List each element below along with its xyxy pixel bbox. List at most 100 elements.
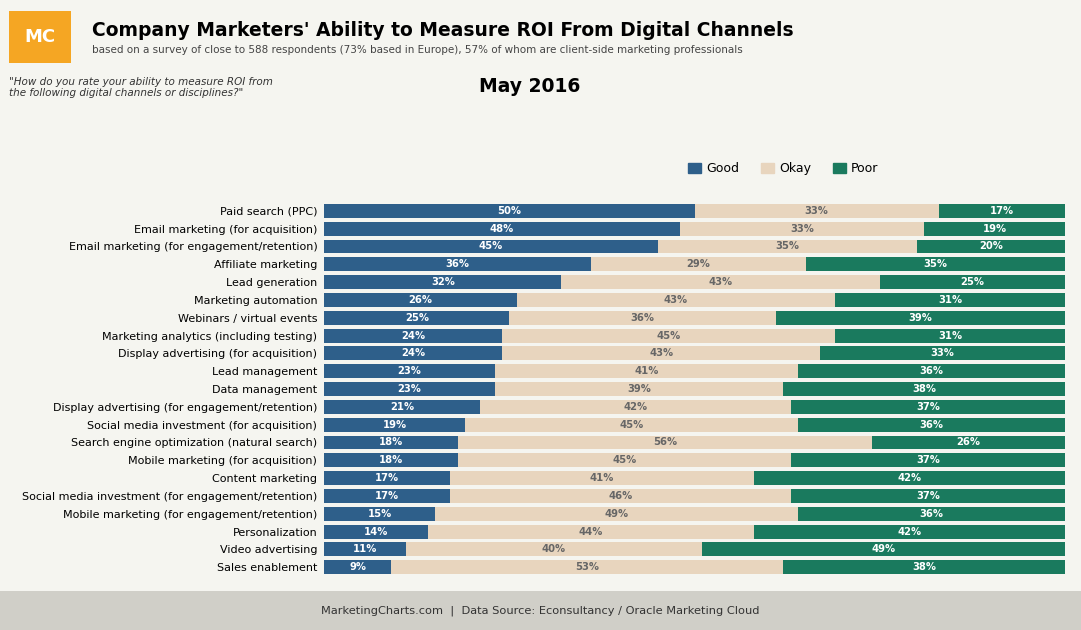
Text: May 2016: May 2016 [479,77,580,96]
Bar [405,542,702,556]
Text: 26%: 26% [409,295,432,305]
Text: 25%: 25% [405,312,429,323]
Text: 45%: 45% [656,331,681,341]
Bar [450,471,753,485]
Text: MC: MC [25,28,55,46]
Bar [324,204,695,218]
Text: 19%: 19% [983,224,1006,234]
Text: 11%: 11% [352,544,377,554]
Bar [509,311,776,324]
Bar [457,435,872,449]
Bar [324,346,502,360]
Text: 36%: 36% [630,312,655,323]
Text: MarketingCharts.com  |  Data Source: Econsultancy / Oracle Marketing Cloud: MarketingCharts.com | Data Source: Econs… [321,605,760,616]
Bar [324,293,517,307]
Text: 45%: 45% [619,420,643,430]
Bar [324,489,450,503]
Bar [391,560,784,574]
Bar [324,382,495,396]
Bar [324,311,509,324]
Text: 17%: 17% [375,473,399,483]
Text: 43%: 43% [650,348,673,358]
Text: 26%: 26% [957,437,980,447]
Bar [657,239,917,253]
Text: 24%: 24% [401,348,425,358]
Text: 25%: 25% [960,277,984,287]
Bar [798,418,1065,432]
Text: 56%: 56% [653,437,677,447]
Bar [836,293,1065,307]
Text: 19%: 19% [383,420,406,430]
Bar [798,507,1065,520]
Text: Company Marketers' Ability to Measure ROI From Digital Channels: Company Marketers' Ability to Measure RO… [92,21,793,40]
Text: 42%: 42% [897,527,921,537]
Text: 45%: 45% [612,455,637,466]
Bar [324,525,428,539]
Bar [695,204,939,218]
Bar [480,400,791,414]
Text: 41%: 41% [590,473,614,483]
Bar [324,329,502,343]
Text: 50%: 50% [497,206,521,216]
Text: 36%: 36% [920,366,944,376]
Bar [591,258,805,272]
Text: 53%: 53% [575,562,599,572]
Bar [776,311,1065,324]
Text: 37%: 37% [916,455,939,466]
Bar [495,364,798,378]
Bar [680,222,924,236]
Text: 35%: 35% [923,260,947,269]
Bar [702,542,1065,556]
Text: 20%: 20% [978,241,1003,251]
Bar [924,222,1065,236]
Text: 18%: 18% [378,437,403,447]
Text: 49%: 49% [871,544,895,554]
Bar [324,258,591,272]
Bar [502,346,820,360]
Bar [324,471,450,485]
Bar [791,400,1065,414]
Text: 17%: 17% [375,491,399,501]
Bar [324,239,657,253]
Bar [324,275,561,289]
Bar [784,560,1065,574]
Bar [502,329,836,343]
Text: 36%: 36% [445,260,469,269]
Bar [450,489,791,503]
Text: 48%: 48% [490,224,515,234]
Text: 15%: 15% [368,509,392,518]
Text: "How do you rate your ability to measure ROI from
the following digital channels: "How do you rate your ability to measure… [9,77,272,98]
Text: 21%: 21% [390,402,414,412]
Text: 46%: 46% [609,491,632,501]
Bar [917,239,1065,253]
Bar [465,418,798,432]
Text: 40%: 40% [542,544,566,554]
Text: 36%: 36% [920,509,944,518]
Text: 24%: 24% [401,331,425,341]
Text: 36%: 36% [920,420,944,430]
Text: 39%: 39% [908,312,932,323]
Text: 39%: 39% [627,384,651,394]
Text: 44%: 44% [578,527,603,537]
Text: 35%: 35% [775,241,799,251]
Bar [428,525,753,539]
Bar [324,435,457,449]
Text: 38%: 38% [912,384,936,394]
Bar [457,454,791,467]
Text: 42%: 42% [897,473,921,483]
Bar [880,275,1065,289]
Bar [872,435,1065,449]
Text: 23%: 23% [398,366,422,376]
Bar [324,364,495,378]
Legend: Good, Okay, Poor: Good, Okay, Poor [683,158,883,180]
Bar [324,507,436,520]
Bar [805,258,1065,272]
Text: 37%: 37% [916,491,939,501]
Text: 18%: 18% [378,455,403,466]
Text: 43%: 43% [708,277,733,287]
Bar [561,275,880,289]
Text: 43%: 43% [664,295,689,305]
Text: 33%: 33% [804,206,829,216]
Text: 38%: 38% [912,562,936,572]
Bar [324,400,480,414]
